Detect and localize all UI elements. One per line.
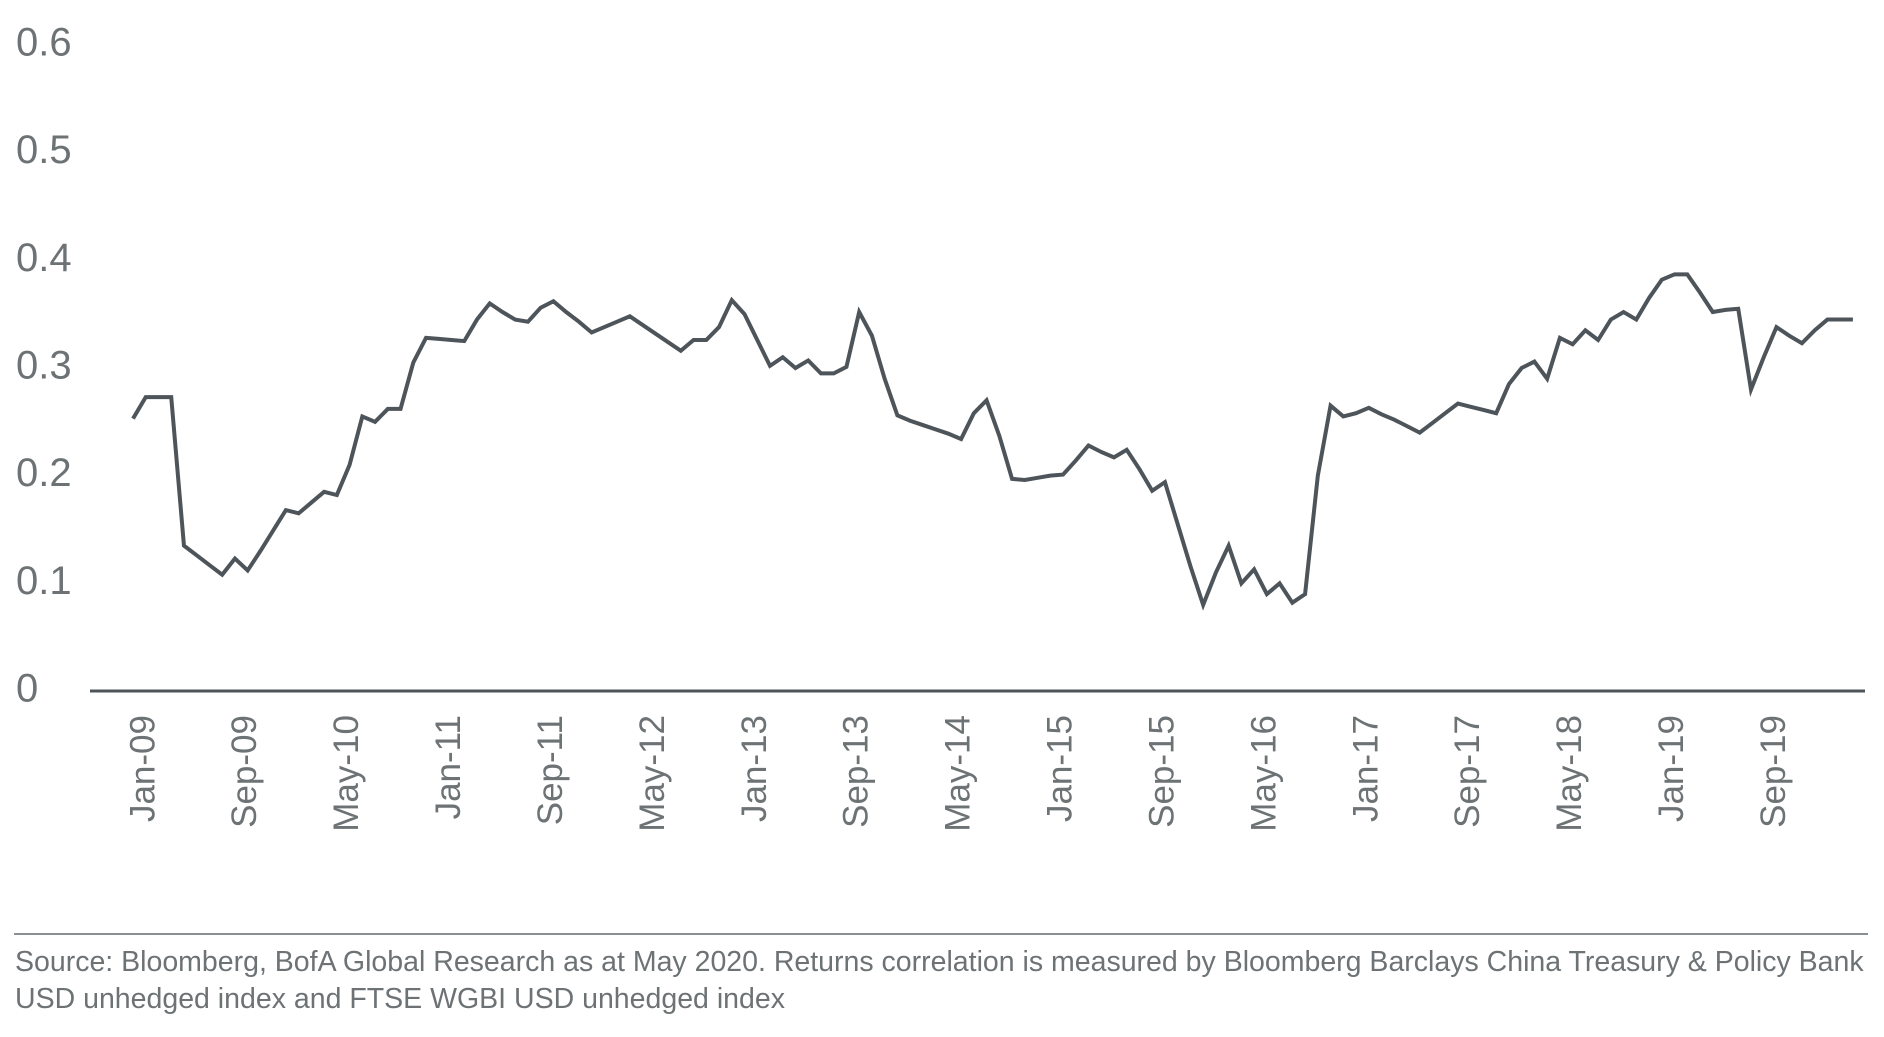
x-tick-label: May-12 xyxy=(633,715,672,832)
x-tick-label: Sep-15 xyxy=(1142,715,1181,828)
x-tick-label: May-14 xyxy=(939,715,978,832)
x-tick-label: Sep-13 xyxy=(837,715,876,828)
x-tick-label: Jan-13 xyxy=(735,715,774,822)
x-tick-label: Jan-17 xyxy=(1346,715,1385,822)
x-tick-label: Sep-17 xyxy=(1448,715,1487,828)
y-tick-label: 0.2 xyxy=(16,451,72,495)
y-tick-label: 0.5 xyxy=(16,128,72,172)
source-note: Source: Bloomberg, BofA Global Research … xyxy=(15,946,1864,1015)
y-tick-label: 0 xyxy=(16,667,38,711)
y-tick-label: 0.4 xyxy=(16,236,72,280)
x-tick-label: Jan-15 xyxy=(1041,715,1080,822)
x-tick-label: Sep-19 xyxy=(1754,715,1793,828)
x-tick-label: Jan-19 xyxy=(1652,715,1691,822)
chart: 0 0.1 0.2 0.3 0.4 0.5 0.6 Jan-09 Sep-09 May-10 Jan… xyxy=(16,21,1865,832)
x-tick-label: Sep-11 xyxy=(531,715,570,825)
x-tick-label: Sep-09 xyxy=(225,715,264,828)
x-tick-label: May-18 xyxy=(1550,715,1589,832)
x-tick-label: May-16 xyxy=(1244,715,1283,832)
line-series xyxy=(131,272,1853,611)
x-tick-label: Jan-11 xyxy=(429,715,468,819)
x-tick-label: May-10 xyxy=(327,715,366,832)
x-tick-label: Jan-09 xyxy=(123,715,162,822)
y-tick-label: 0.3 xyxy=(16,344,72,388)
y-tick-label: 0.1 xyxy=(16,559,72,603)
y-tick-label: 0.6 xyxy=(16,21,72,65)
